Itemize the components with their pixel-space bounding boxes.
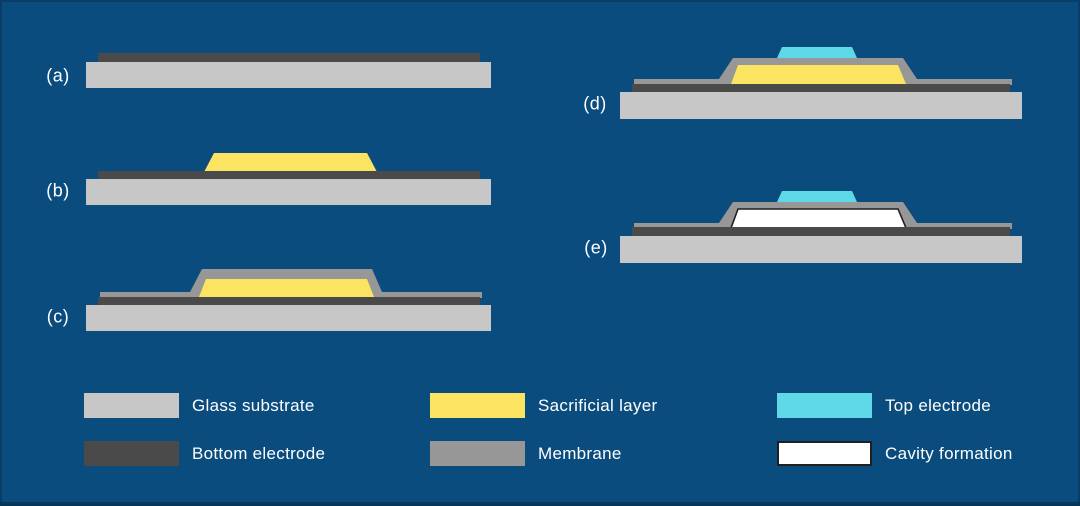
step-b-label: (b) — [46, 180, 70, 201]
legend-column-2: Sacrificial layer Membrane — [430, 393, 657, 466]
step-e-label: (e) — [584, 237, 608, 258]
step-a — [86, 53, 491, 88]
step-b-glass-substrate — [86, 179, 491, 205]
legend-label-top-electrode: Top electrode — [885, 395, 991, 415]
sacrificial-layer-swatch — [430, 393, 525, 418]
glass-substrate-swatch — [84, 393, 179, 418]
step-e-glass-substrate — [620, 236, 1022, 263]
step-b — [86, 153, 491, 205]
legend-label-glass-substrate: Glass substrate — [192, 395, 315, 415]
legend-item-sacrificial-layer: Sacrificial layer — [430, 393, 657, 418]
step-e-bottom-electrode — [632, 227, 1010, 236]
legend-item-bottom-electrode: Bottom electrode — [84, 441, 325, 466]
bottom-electrode-swatch — [84, 441, 179, 466]
legend-item-glass-substrate: Glass substrate — [84, 393, 325, 418]
membrane-swatch — [430, 441, 525, 466]
legend-label-cavity-formation: Cavity formation — [885, 443, 1013, 463]
step-a-bottom-electrode — [98, 53, 480, 63]
step-b-sacrificial-layer — [204, 153, 377, 172]
step-e-top-electrode — [777, 191, 857, 202]
step-c-label: (c) — [46, 306, 70, 327]
step-d — [620, 47, 1022, 119]
step-d-bottom-electrode — [632, 84, 1010, 93]
legend-label-sacrificial-layer: Sacrificial layer — [538, 395, 658, 415]
step-c-glass-substrate — [86, 305, 491, 331]
step-c-sacrificial-layer — [199, 279, 374, 297]
step-d-sacrificial-layer — [731, 65, 906, 84]
legend-item-cavity-formation: Cavity formation — [777, 441, 1013, 466]
cavity-formation-swatch — [777, 441, 872, 466]
step-d-label: (d) — [583, 93, 607, 114]
step-c — [86, 269, 491, 331]
step-d-glass-substrate — [620, 92, 1022, 119]
step-c-bottom-electrode — [98, 297, 480, 306]
legend-label-bottom-electrode: Bottom electrode — [192, 443, 326, 463]
step-a-label: (a) — [46, 65, 70, 86]
legend-item-top-electrode: Top electrode — [777, 393, 1013, 418]
step-e-cavity — [729, 208, 908, 229]
step-e — [620, 191, 1022, 263]
legend-column-3: Top electrode Cavity formation — [777, 393, 1013, 466]
step-a-glass-substrate — [86, 62, 491, 88]
legend-column-1: Glass substrate Bottom electrode — [84, 393, 325, 466]
legend-item-membrane: Membrane — [430, 441, 657, 466]
legend-label-membrane: Membrane — [538, 443, 622, 463]
step-d-top-electrode — [777, 47, 857, 58]
top-electrode-swatch — [777, 393, 872, 418]
step-b-bottom-electrode — [98, 171, 480, 180]
